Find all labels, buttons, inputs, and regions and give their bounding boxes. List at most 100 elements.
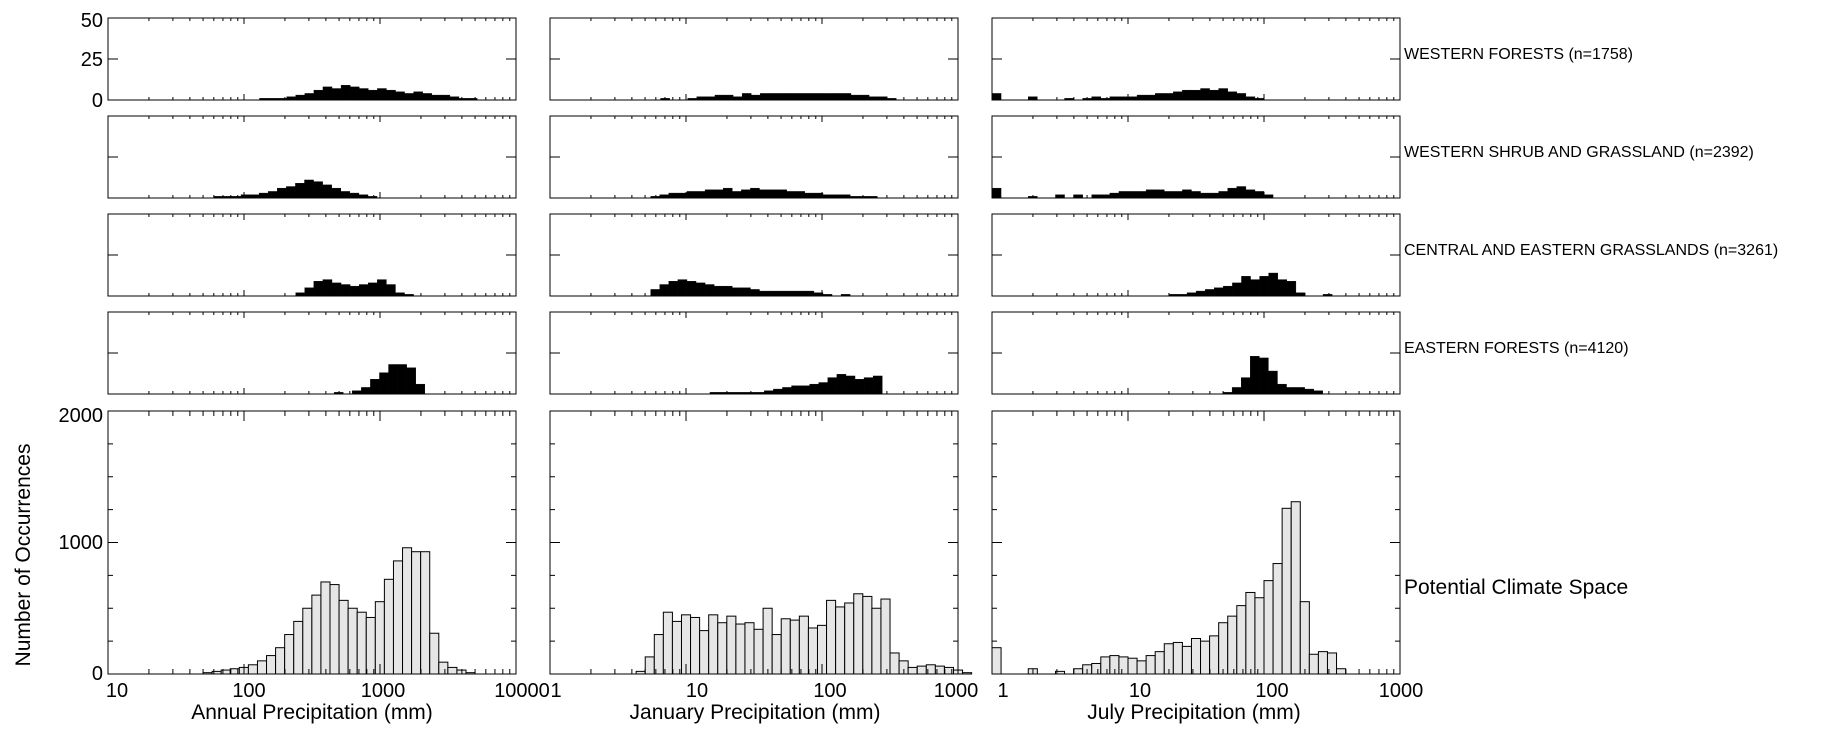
x-tick-july-10: 10 bbox=[1129, 680, 1151, 702]
histogram-bar bbox=[753, 628, 764, 675]
panel-frame bbox=[549, 213, 959, 297]
panel-frame bbox=[991, 115, 1401, 199]
histogram-bar bbox=[782, 387, 792, 395]
histogram-bar bbox=[231, 196, 242, 199]
histogram-bar bbox=[777, 290, 787, 297]
histogram-bar bbox=[402, 547, 413, 675]
upper-y-tick-0: 0 bbox=[92, 90, 103, 112]
histogram-bar bbox=[863, 377, 874, 395]
histogram-bar bbox=[1313, 390, 1323, 395]
x-tick-annual-100: 100 bbox=[232, 680, 265, 702]
histogram-bar bbox=[841, 93, 852, 101]
histogram-bar bbox=[1195, 290, 1206, 297]
histogram-bar bbox=[635, 670, 646, 675]
histogram-bar bbox=[1091, 662, 1102, 675]
histogram-bar bbox=[367, 196, 378, 199]
histogram-bar bbox=[1295, 292, 1306, 297]
histogram-bar bbox=[1290, 501, 1301, 675]
histogram-bar bbox=[1227, 187, 1237, 199]
histogram-bar bbox=[347, 607, 358, 675]
histogram-bar bbox=[889, 652, 900, 675]
histogram-bar bbox=[768, 290, 778, 297]
histogram-bar bbox=[1100, 98, 1111, 101]
histogram-bar bbox=[1272, 563, 1283, 675]
histogram-bar bbox=[868, 96, 879, 101]
panels bbox=[107, 17, 1401, 675]
panel-frame bbox=[991, 311, 1401, 395]
histogram-bar bbox=[727, 392, 738, 395]
histogram-bar bbox=[1214, 287, 1224, 297]
histogram-bar bbox=[735, 623, 746, 675]
histogram-bar bbox=[431, 94, 442, 101]
row-label-potential-climate-space: Potential Climate Space bbox=[1404, 576, 1628, 599]
histogram-bar bbox=[1254, 98, 1265, 101]
x-axis-label-july: July Precipitation (mm) bbox=[1087, 701, 1301, 724]
histogram-bar bbox=[356, 611, 367, 675]
histogram-bar bbox=[1073, 194, 1083, 199]
histogram-bar bbox=[822, 194, 833, 199]
histogram-bar bbox=[736, 392, 747, 395]
histogram-bar bbox=[807, 627, 818, 675]
histogram-bar bbox=[395, 91, 405, 101]
histogram-bar bbox=[422, 93, 432, 101]
histogram-bar bbox=[1154, 189, 1165, 199]
histogram-bar bbox=[744, 622, 755, 675]
x-tick-january-100: 100 bbox=[813, 680, 846, 702]
histogram-bar bbox=[331, 88, 342, 101]
histogram-bar bbox=[991, 647, 1002, 675]
histogram-bar bbox=[1286, 281, 1297, 297]
histogram-bar bbox=[1200, 640, 1211, 675]
histogram-bar bbox=[1173, 191, 1183, 199]
histogram-bar bbox=[349, 86, 360, 101]
histogram-bar bbox=[759, 290, 769, 297]
histogram-bar bbox=[650, 196, 660, 199]
histogram-bar bbox=[322, 86, 333, 101]
histogram-bar bbox=[723, 285, 733, 297]
histogram-bar bbox=[293, 620, 304, 675]
row-label-central-eastern-grasslands: CENTRAL AND EASTERN GRASSLANDS (n=3261) bbox=[1404, 242, 1778, 259]
histogram-bar bbox=[322, 279, 333, 297]
x-tick-july-1000: 1000 bbox=[1379, 680, 1424, 702]
histogram-bar bbox=[726, 615, 737, 675]
histogram-bar bbox=[1127, 657, 1138, 675]
histogram-bar bbox=[1263, 580, 1274, 675]
histogram-bar bbox=[1154, 93, 1165, 101]
histogram-bar bbox=[1236, 605, 1247, 675]
histogram-bar bbox=[1254, 597, 1265, 675]
histogram-bar bbox=[704, 284, 715, 297]
histogram-bar bbox=[708, 614, 719, 675]
histogram-bar bbox=[340, 284, 351, 297]
histogram-bar bbox=[284, 634, 295, 675]
histogram-bar bbox=[872, 375, 883, 395]
histogram-bar bbox=[1118, 96, 1129, 101]
histogram-bar bbox=[1268, 272, 1278, 297]
upper-y-tick-50: 50 bbox=[81, 10, 103, 32]
histogram-bar bbox=[750, 289, 760, 297]
histogram-bar bbox=[751, 94, 761, 101]
histogram-bar bbox=[1154, 651, 1165, 675]
histogram-bar bbox=[777, 189, 787, 199]
histogram-bar bbox=[322, 184, 332, 199]
histogram-bar bbox=[397, 364, 407, 395]
histogram-bar bbox=[295, 94, 306, 101]
panel-frame bbox=[991, 410, 1401, 675]
histogram-bar bbox=[723, 187, 733, 199]
histogram-bar bbox=[383, 578, 394, 675]
histogram-bar bbox=[687, 98, 698, 101]
histogram-bar bbox=[732, 287, 742, 297]
histogram-bar bbox=[1281, 507, 1292, 675]
row-label-western-shrub-grassland: WESTERN SHRUB AND GRASSLAND (n=2392) bbox=[1404, 144, 1754, 161]
histogram-bar bbox=[249, 194, 260, 199]
histogram-bar bbox=[850, 94, 861, 101]
histogram-bar bbox=[1317, 651, 1328, 675]
histogram-bar bbox=[259, 98, 269, 101]
histogram-bar bbox=[877, 96, 888, 101]
histogram-bar bbox=[1177, 294, 1188, 297]
histogram-bar bbox=[1145, 94, 1156, 101]
histogram-bar bbox=[1277, 383, 1287, 395]
histogram-bar bbox=[1223, 285, 1233, 297]
histogram-bar bbox=[826, 599, 837, 675]
histogram-bar bbox=[1236, 93, 1247, 101]
histogram-bar bbox=[447, 666, 458, 675]
histogram-bar bbox=[349, 285, 360, 297]
